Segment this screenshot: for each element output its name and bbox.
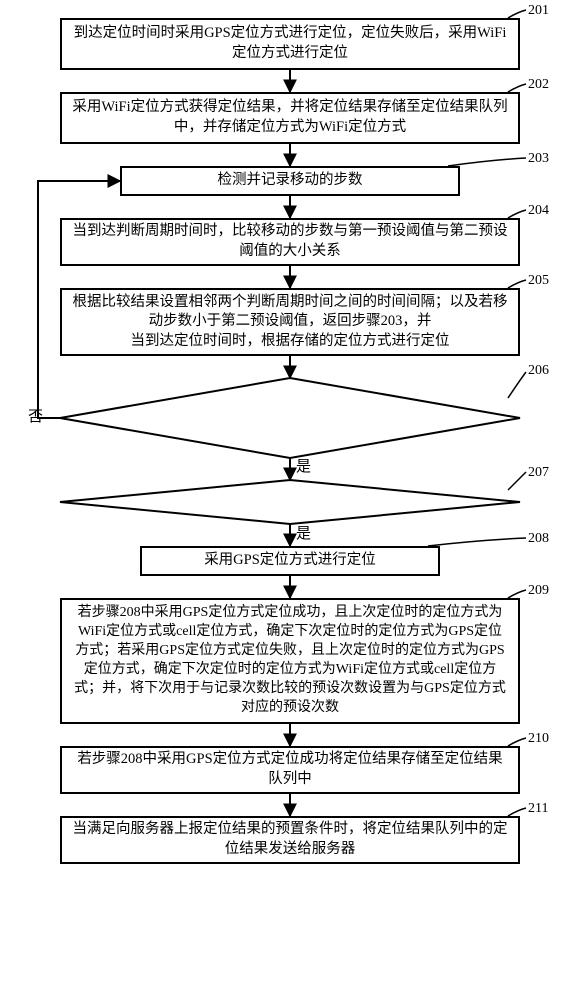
step-204-text: 当到达判断周期时间时，比较移动的步数与第一预设阈值与第二预设阈值的大小关系 xyxy=(72,222,508,261)
step-211-text: 当满足向服务器上报定位结果的预置条件时，将定位结果队列中的定位结果发送给服务器 xyxy=(72,820,508,859)
step-208-text: 采用GPS定位方式进行定位 xyxy=(204,551,376,571)
step-207-text-wrap: 判断环境参数的变化量是否小于环境变化阈值 xyxy=(90,490,490,514)
step-202-text: 采用WiFi定位方式获得定位结果，并将定位结果存储至定位结果队列中，并存储定位方… xyxy=(72,98,508,137)
label-207: 207 xyxy=(528,466,549,480)
step-211: 当满足向服务器上报定位结果的预置条件时，将定位结果队列中的定位结果发送给服务器 xyxy=(60,816,520,864)
step-203-text: 检测并记录移动的步数 xyxy=(218,171,363,191)
label-202: 202 xyxy=(528,78,549,92)
edge-label-no-206: 否 xyxy=(28,410,43,425)
label-205: 205 xyxy=(528,274,549,288)
step-202: 采用WiFi定位方式获得定位结果，并将定位结果存储至定位结果队列中，并存储定位方… xyxy=(60,92,520,144)
step-210-text: 若步骤208中采用GPS定位方式定位成功将定位结果存储至定位结果队列中 xyxy=(72,750,508,789)
step-206-text: 若移动的步数大于等于 第一预设阈值时，将记录次数加1；并判断记录次数是 否大于等… xyxy=(120,390,461,447)
edge-label-yes-206: 是 xyxy=(296,460,311,475)
step-210: 若步骤208中采用GPS定位方式定位成功将定位结果存储至定位结果队列中 xyxy=(60,746,520,794)
label-204: 204 xyxy=(528,204,549,218)
step-201: 到达定位时间时采用GPS定位方式进行定位，定位失败后，采用WiFi定位方式进行定… xyxy=(60,18,520,70)
step-207-text: 判断环境参数的变化量是否小于环境变化阈值 xyxy=(145,493,435,512)
step-205: 根据比较结果设置相邻两个判断周期时间之间的时间间隔；以及若移动步数小于第二预设阈… xyxy=(60,288,520,356)
label-206: 206 xyxy=(528,364,549,378)
step-204: 当到达判断周期时间时，比较移动的步数与第一预设阈值与第二预设阈值的大小关系 xyxy=(60,218,520,266)
label-208: 208 xyxy=(528,532,549,546)
step-205-text: 根据比较结果设置相邻两个判断周期时间之间的时间间隔；以及若移动步数小于第二预设阈… xyxy=(72,293,508,352)
label-209: 209 xyxy=(528,584,549,598)
step-209-text: 若步骤208中采用GPS定位方式定位成功，且上次定位时的定位方式为WiFi定位方… xyxy=(72,604,508,717)
step-209: 若步骤208中采用GPS定位方式定位成功，且上次定位时的定位方式为WiFi定位方… xyxy=(60,598,520,724)
step-208: 采用GPS定位方式进行定位 xyxy=(140,546,440,576)
step-201-text: 到达定位时间时采用GPS定位方式进行定位，定位失败后，采用WiFi定位方式进行定… xyxy=(72,24,508,63)
flowchart-canvas: 到达定位时间时采用GPS定位方式进行定位，定位失败后，采用WiFi定位方式进行定… xyxy=(0,0,573,1000)
step-206-text-wrap: 若移动的步数大于等于 第一预设阈值时，将记录次数加1；并判断记录次数是 否大于等… xyxy=(90,384,490,452)
step-203: 检测并记录移动的步数 xyxy=(120,166,460,196)
label-211: 211 xyxy=(528,802,548,816)
label-203: 203 xyxy=(528,152,549,166)
label-201: 201 xyxy=(528,4,549,18)
edge-label-yes-207: 是 xyxy=(296,527,311,542)
label-210: 210 xyxy=(528,732,549,746)
